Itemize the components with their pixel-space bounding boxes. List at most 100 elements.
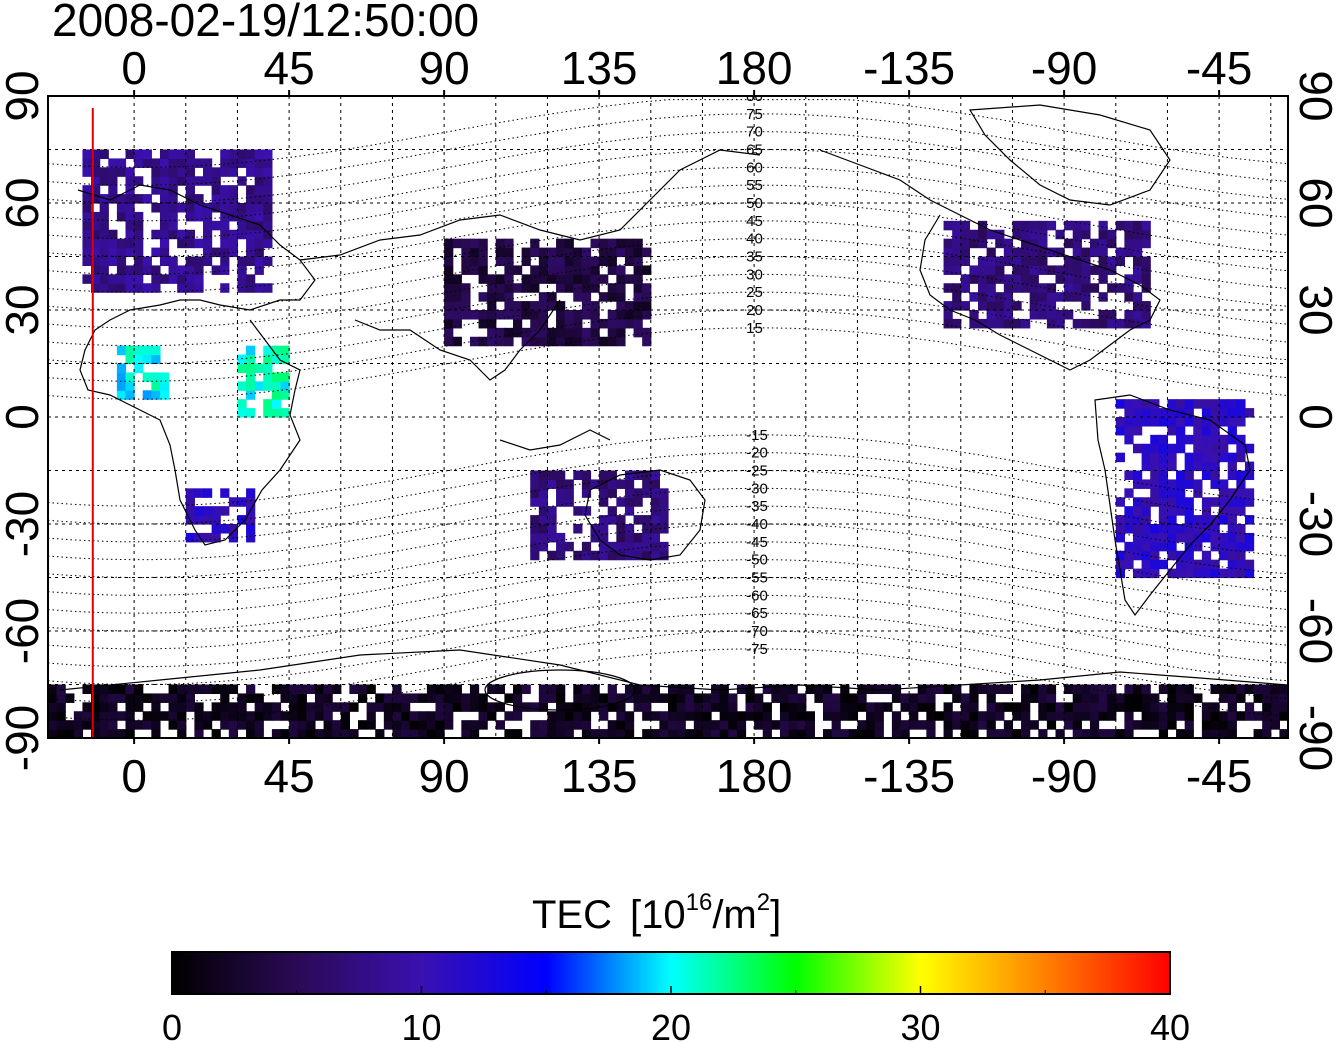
tec-cell [1262, 702, 1272, 712]
tec-cell [1176, 524, 1186, 534]
tec-cell [1115, 532, 1125, 543]
tec-cell [1184, 720, 1194, 730]
tec-cell [56, 711, 66, 721]
tec-cell [590, 318, 600, 329]
tec-cell [1193, 452, 1203, 463]
tec-cell [211, 532, 221, 543]
tec-cell [168, 194, 178, 204]
tec-cell [926, 702, 936, 712]
tec-cell [177, 149, 187, 160]
tec-cell [159, 211, 170, 222]
tec-cell [271, 381, 282, 391]
tec-cell [125, 203, 135, 213]
tec-cell [616, 310, 626, 320]
tec-cell [220, 167, 230, 177]
tec-cell [177, 720, 187, 730]
tec-cell [1141, 220, 1151, 231]
tec-cell [1038, 729, 1048, 738]
tec-cell [556, 265, 566, 275]
tec-cell [237, 158, 247, 168]
tec-cell [1124, 702, 1134, 712]
tec-cell [556, 693, 566, 703]
tec-cell [659, 515, 669, 525]
tec-cell [547, 479, 557, 489]
tec-cell [1150, 693, 1160, 703]
tec-cell [125, 345, 135, 356]
tec-cell [1150, 488, 1160, 498]
tec-cell [246, 729, 256, 738]
tec-cell [599, 238, 609, 249]
tec-cell [1081, 283, 1091, 293]
tec-cell [1055, 702, 1065, 712]
tec-cell [1150, 443, 1160, 454]
tec-cell [926, 693, 936, 703]
tec-cell [383, 720, 394, 730]
tec-cell [306, 729, 316, 738]
tec-cell [228, 702, 239, 712]
tec-cell [254, 256, 264, 267]
tec-cell [487, 711, 497, 721]
tec-cell [469, 702, 480, 712]
tec-cell [91, 729, 101, 738]
tec-cell [444, 336, 454, 347]
tec-cell [556, 247, 566, 258]
tec-cell [56, 720, 66, 730]
tec-cell [1115, 559, 1125, 570]
tec-cell [590, 524, 600, 534]
y-tick-label-left: -90 [0, 705, 48, 771]
tec-cell [151, 247, 161, 258]
tec-cell [495, 310, 505, 320]
tec-cell [642, 283, 652, 293]
tec-cell [616, 729, 626, 738]
tec-cell [495, 720, 505, 730]
tec-cell [504, 292, 514, 302]
geomagnetic-latitude-label: -50 [746, 552, 768, 569]
tec-cell [134, 702, 144, 712]
tec-cell [1150, 702, 1160, 712]
tec-cell [246, 256, 256, 267]
tec-cell [289, 684, 299, 695]
tec-cell [736, 684, 747, 695]
tec-cell [116, 274, 127, 284]
tec-cell [642, 265, 652, 275]
tec-cell [1262, 684, 1272, 695]
tec-cell [513, 327, 523, 338]
tec-cell [185, 176, 195, 186]
tec-cell [573, 318, 583, 329]
tec-cell [564, 336, 574, 347]
tec-cell [1158, 684, 1169, 695]
tec-cell [900, 702, 910, 712]
geomagnetic-contour [48, 523, 1288, 596]
tec-cell [874, 702, 884, 712]
tec-cell [814, 693, 824, 703]
tec-cell [504, 256, 514, 267]
tec-cell [56, 684, 66, 695]
tec-cell [1098, 702, 1108, 712]
tec-cell [1098, 274, 1108, 284]
tec-cell [220, 506, 230, 516]
tec-cell [1210, 532, 1220, 543]
tec-cell [168, 702, 178, 712]
tec-cell [616, 515, 626, 525]
tec-cell [185, 506, 195, 516]
tec-cell [1124, 550, 1134, 561]
tec-cell [495, 336, 505, 347]
tec-cell [426, 684, 437, 695]
tec-cell [159, 176, 170, 186]
tec-cell [246, 345, 256, 356]
tec-cell [220, 684, 230, 695]
tec-cell [1029, 684, 1039, 695]
tec-cell [960, 274, 970, 284]
tec-cell [650, 693, 660, 703]
y-tick-label-right: 90 [1290, 70, 1340, 121]
tec-cell [125, 149, 135, 160]
tec-cell [65, 693, 75, 703]
tec-cell [134, 238, 144, 249]
tec-cell [418, 693, 428, 703]
tec-cell [116, 684, 127, 695]
tec-cell [125, 729, 135, 738]
tec-cell [1236, 711, 1246, 721]
tec-cell [392, 711, 402, 721]
tec-cell [314, 702, 325, 712]
tec-cell [1072, 229, 1082, 240]
